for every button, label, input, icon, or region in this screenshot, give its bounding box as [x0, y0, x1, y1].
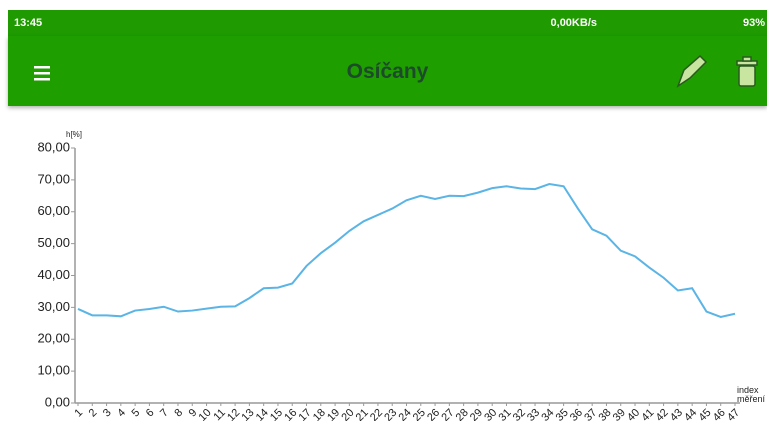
delete-button[interactable] — [736, 56, 758, 87]
y-tick-label: 60,00 — [37, 203, 70, 218]
x-tick-label: 6 — [144, 407, 157, 420]
y-tick-label: 10,00 — [37, 363, 70, 378]
x-tick-label: 7 — [158, 407, 171, 420]
app-bar: Osíčany — [8, 36, 767, 106]
x-tick-label: 5 — [129, 407, 142, 420]
app-title: Osíčany — [346, 60, 429, 83]
y-tick-label: 20,00 — [37, 331, 70, 346]
x-tick-label: 8 — [172, 407, 185, 420]
line-series — [77, 182, 736, 318]
x-tick-label: 47 — [725, 407, 742, 421]
network-speed: 0,00KB/s — [550, 17, 597, 29]
clock: 13:45 — [14, 17, 43, 29]
x-tick-label: 3 — [101, 407, 114, 420]
x-tick-label: 2 — [87, 407, 100, 420]
battery: 93% — [742, 17, 765, 29]
status-bar: 13:45 0,00KB/s 93% — [8, 10, 767, 36]
y-tick-label: 30,00 — [37, 299, 70, 314]
x-tick-label: 1 — [72, 407, 85, 420]
y-tick-label: 70,00 — [37, 171, 70, 186]
y-tick-label: 80,00 — [37, 139, 70, 154]
edit-button[interactable] — [676, 54, 708, 88]
x-axis-label: index měření — [737, 385, 766, 404]
y-axis-label: h[%] — [66, 130, 82, 139]
x-tick-label: 4 — [115, 407, 128, 420]
y-tick-label: 40,00 — [37, 267, 70, 282]
y-tick-label: 50,00 — [37, 235, 70, 250]
app-bar-icons — [34, 54, 758, 88]
menu-button[interactable] — [34, 66, 50, 81]
y-tick-label: 0,00 — [45, 394, 70, 409]
